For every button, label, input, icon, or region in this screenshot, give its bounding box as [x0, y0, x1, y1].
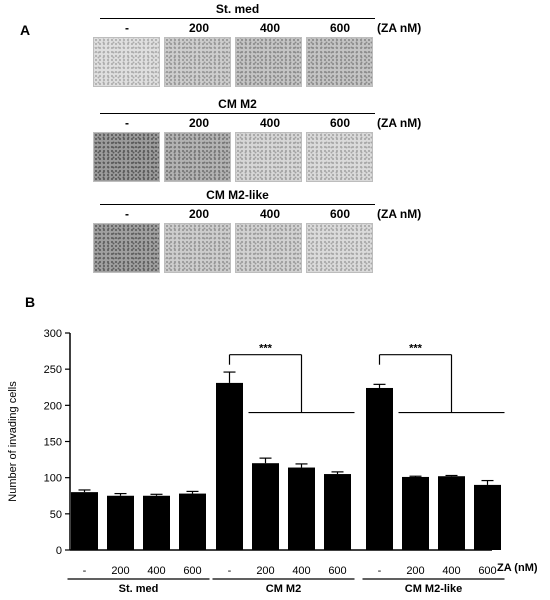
panel-a-dose-label: 400 — [259, 207, 281, 221]
group-label: CM M2 — [266, 583, 301, 595]
panel-a-dose-unit: (ZA nM) — [377, 207, 422, 221]
x-tick-label: 400 — [147, 565, 165, 577]
x-unit-label: ZA (nM) — [497, 562, 538, 574]
panel-a-dose-label: 600 — [329, 116, 351, 130]
panel-b-label: B — [25, 294, 36, 310]
group-label: St. med — [119, 583, 159, 595]
bar — [402, 476, 429, 550]
panel-a-dose-label: 600 — [329, 21, 351, 35]
bar — [366, 387, 393, 550]
panel-a-label: A — [20, 22, 31, 38]
panel-a-dose-label: 200 — [188, 207, 210, 221]
y-tick-label: 200 — [44, 400, 62, 412]
x-tick-label: 600 — [478, 565, 496, 577]
panel-a-group-title: St. med — [215, 2, 260, 16]
bar — [324, 474, 351, 550]
micrograph-image — [306, 37, 373, 87]
group-label: CM M2-like — [405, 583, 462, 595]
significance-stars: *** — [259, 343, 273, 355]
bar — [143, 495, 170, 550]
bar — [179, 493, 206, 550]
x-tick-label: - — [83, 565, 87, 577]
panel-a-group-title: CM M2 — [218, 97, 257, 111]
y-tick-label: 0 — [56, 545, 62, 557]
bar — [252, 463, 279, 550]
micrograph-image — [235, 223, 302, 273]
panel-a-dose-label: 600 — [329, 207, 351, 221]
y-tick-label: 100 — [44, 473, 62, 485]
bar — [288, 467, 315, 550]
x-tick-label: 400 — [442, 565, 460, 577]
x-tick-label: 200 — [406, 565, 424, 577]
y-tick-label: 300 — [44, 328, 62, 340]
panel-a-dose-label: 200 — [188, 21, 210, 35]
micrograph-image — [93, 223, 160, 273]
x-tick-label: 600 — [183, 565, 201, 577]
panel-a-dose-label: 200 — [188, 116, 210, 130]
micrograph-image — [164, 37, 231, 87]
y-axis-label: Number of invading cells — [7, 381, 19, 502]
x-tick-label: 600 — [328, 565, 346, 577]
panel-a-group-line — [100, 113, 375, 114]
micrograph-image — [235, 132, 302, 182]
panel-a-dose-label: - — [125, 116, 129, 130]
panel-a-dose-unit: (ZA nM) — [377, 21, 422, 35]
panel-a-group-title: CM M2-like — [206, 188, 269, 202]
micrograph-image — [93, 37, 160, 87]
y-tick-label: 50 — [50, 509, 62, 521]
micrograph-image — [164, 223, 231, 273]
panel-a-dose-label: - — [125, 21, 129, 35]
panel-a-dose-label: - — [125, 207, 129, 221]
bar — [216, 382, 243, 550]
panel-a-dose-label: 400 — [259, 21, 281, 35]
micrograph-image — [164, 132, 231, 182]
bar — [474, 484, 501, 550]
micrograph-image — [306, 223, 373, 273]
x-tick-label: 200 — [256, 565, 274, 577]
x-tick-label: 200 — [111, 565, 129, 577]
y-tick-label: 250 — [44, 364, 62, 376]
x-tick-label: - — [378, 565, 382, 577]
panel-a-group-line — [100, 18, 375, 19]
panel-a-dose-label: 400 — [259, 116, 281, 130]
bar — [71, 492, 98, 550]
significance-stars: *** — [409, 343, 423, 355]
panel-a-group-line — [100, 204, 375, 205]
x-tick-label: - — [228, 565, 232, 577]
micrograph-image — [235, 37, 302, 87]
bar — [438, 476, 465, 550]
micrograph-image — [306, 132, 373, 182]
micrograph-image — [93, 132, 160, 182]
x-tick-label: 400 — [292, 565, 310, 577]
panel-a-dose-unit: (ZA nM) — [377, 116, 422, 130]
bar — [107, 495, 134, 550]
y-tick-label: 150 — [44, 437, 62, 449]
